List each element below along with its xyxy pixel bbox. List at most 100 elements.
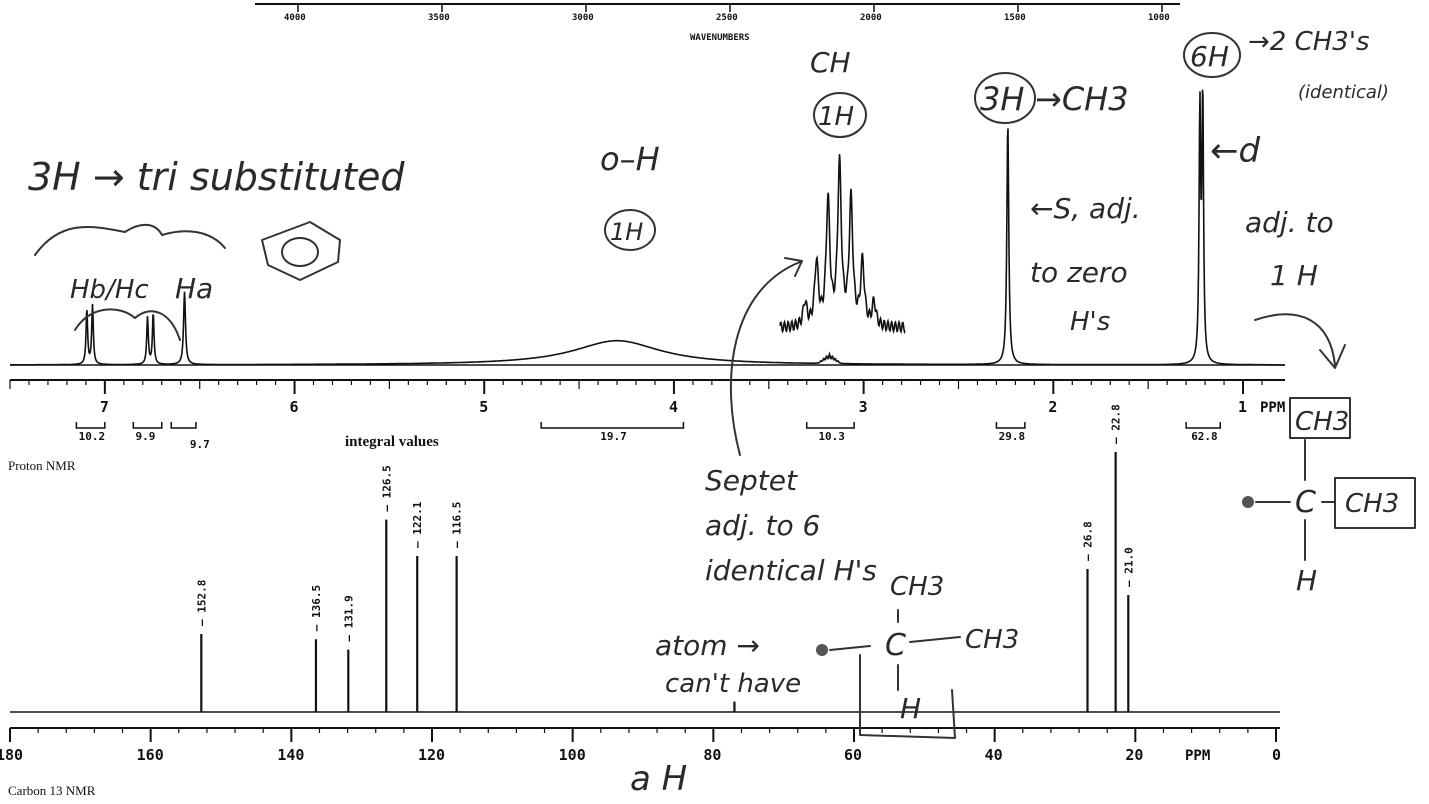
note-singlet-group: →CH3: [1035, 80, 1129, 118]
integral-label: 62.8: [1191, 430, 1218, 443]
frag2-dot: [1242, 496, 1254, 508]
integral-bracket: [540, 422, 685, 429]
hbhc-bracket-ink: [74, 308, 181, 341]
note-doublet-mark: ←d: [1210, 131, 1260, 171]
ir-tick-label: 3000: [572, 13, 594, 23]
frag2-c: C: [1295, 485, 1316, 520]
note-ch: CH: [810, 46, 851, 79]
ir-tick-label: 2000: [860, 13, 882, 23]
carbon-tick-label: 20: [1125, 746, 1143, 764]
ir-tick-labels: 4000 3500 3000 2500 2000 1500 1000: [284, 4, 1170, 23]
carbon-peak-label: — 122.1: [411, 501, 424, 548]
carbon-peaks: — 152.8 — 136.5 — 131.9 — 126.5 — 122.1 — 116…: [195, 404, 1135, 712]
note-singlet-2: to zero: [1030, 256, 1128, 289]
proton-tick-label: 2: [1048, 398, 1057, 416]
note-doublet-2: 1 H: [1270, 259, 1318, 292]
frag-c: C: [885, 628, 906, 663]
proton-axis-unit: PPM: [1260, 400, 1285, 416]
integral-bracket: [1185, 422, 1222, 429]
brace-ink: [34, 223, 226, 256]
ch-count-circle: [813, 92, 867, 138]
frag-ch3-top: CH3: [890, 572, 944, 602]
integral-bracket: [75, 422, 106, 429]
carbon-peak-label: — 26.8: [1082, 521, 1095, 561]
proton-tick-label: 1: [1238, 398, 1247, 416]
carbon-tick-label: 140: [277, 746, 304, 764]
note-atom-3: a H: [630, 759, 687, 799]
carbon-nmr-spectrum: — 152.8 — 136.5 — 131.9 — 126.5 — 122.1 — 116…: [0, 404, 1281, 798]
ir-tick-label: 2500: [716, 13, 738, 23]
benzene-ring-ink: [281, 237, 319, 267]
note-septet-1: Septet: [705, 464, 798, 497]
ir-axis: 4000 3500 3000 2500 2000 1500 1000 WAVENUMBERS: [255, 3, 1180, 43]
carbon-tick-label: 0: [1272, 746, 1281, 764]
frag-ch3-right: CH3: [965, 625, 1019, 655]
note-doublet-group: →2 CH3's: [1248, 27, 1370, 57]
integral-label: 9.9: [136, 430, 156, 443]
oh-count-circle: [604, 209, 656, 251]
carbon-peak-label: — 22.8: [1110, 404, 1123, 444]
frag-h: H: [900, 692, 921, 725]
proton-tick-label: 6: [290, 398, 299, 416]
doublet-arrow-ink: [1254, 313, 1346, 369]
integral-bracket: [132, 422, 163, 429]
carbon-caption: Carbon 13 NMR: [8, 783, 96, 798]
septet-arrow-ink: [729, 257, 803, 456]
frag2-bonds-ink: [1255, 439, 1336, 561]
septet-inset-trace: [779, 154, 906, 335]
carbon-ticks: 180 160 140 120 100 80 60 40 20 0: [0, 728, 1281, 764]
ir-tick-label: 4000: [284, 13, 306, 23]
note-singlet-1: ←S, adj.: [1030, 192, 1141, 225]
frag2-box-top: [1289, 397, 1351, 439]
carbon-peak-label: — 152.8: [195, 580, 208, 626]
note-ha: Ha: [175, 272, 213, 305]
note-septet-2: adj. to 6: [705, 509, 820, 542]
integral-bracket: [995, 422, 1026, 429]
note-atom-2: can't have: [665, 669, 801, 699]
integral-label: 9.7: [190, 438, 210, 451]
carbon-tick-label: 180: [0, 746, 23, 764]
note-doublet-group-2: (identical): [1298, 82, 1389, 103]
proton-tick-label: 5: [479, 398, 488, 416]
ir-tick-label: 3500: [428, 13, 450, 23]
note-singlet-count: 3H: [980, 80, 1024, 118]
note-ch-count: 1H: [818, 102, 854, 132]
carbon-tick-label: 60: [844, 746, 862, 764]
note-hb-hc: Hb/Hc: [70, 275, 149, 305]
integral-label: 10.2: [79, 430, 106, 443]
carbon-peak-label: — 116.5: [451, 502, 464, 548]
note-doublet-count: 6H: [1190, 40, 1229, 73]
carbon-tick-label: 120: [418, 746, 445, 764]
integral-label: 10.3: [818, 430, 845, 443]
benzene-ink: [261, 221, 341, 281]
note-oh-count: 1H: [610, 218, 643, 246]
carbon-peak-label: — 131.9: [342, 595, 355, 641]
integral-bracket: [170, 422, 197, 429]
note-oh: o–H: [600, 140, 660, 178]
carbon-peak-label: — 126.5: [380, 465, 393, 511]
doublet-count-circle: [1183, 32, 1241, 78]
carbon-tick-label: 80: [703, 746, 721, 764]
proton-tick-label: 3: [859, 398, 868, 416]
atom-dot: [816, 644, 828, 656]
integral-bracket: [805, 422, 855, 429]
ir-tick-label: 1500: [1004, 13, 1026, 23]
ir-tick-label: 1000: [1148, 13, 1170, 23]
proton-integrals: 10.2 9.9 9.7 19.7 10.3 29.8 62.8: [75, 422, 1222, 451]
carbon-peak-label: — 136.5: [310, 585, 323, 631]
proton-tick-label: 7: [100, 398, 109, 416]
proton-nmr-spectrum: 7 6 5 4 3 2 1 PPM 10.2 9.9 9.7 19.7 10.3 29.8 62.8 i…: [8, 89, 1285, 473]
note-doublet-1: adj. to: [1245, 206, 1334, 239]
note-aromatic: 3H → tri substituted: [28, 155, 405, 199]
integral-label: 29.8: [999, 430, 1026, 443]
carbon-axis-unit: PPM: [1185, 748, 1210, 764]
note-atom-1: atom →: [655, 629, 760, 662]
carbon-tick-label: 40: [985, 746, 1003, 764]
frag2-ch3-top: CH3: [1295, 407, 1349, 437]
integral-caption: integral values: [345, 434, 439, 450]
proton-ticks: 7 6 5 4 3 2 1: [9, 380, 1263, 416]
handwritten-notes: 3H → tri substituted Hb/Hc Ha o–H 1H CH …: [28, 27, 1416, 799]
frag-bonds-ink: [829, 609, 961, 739]
proton-caption: Proton NMR: [8, 458, 76, 473]
